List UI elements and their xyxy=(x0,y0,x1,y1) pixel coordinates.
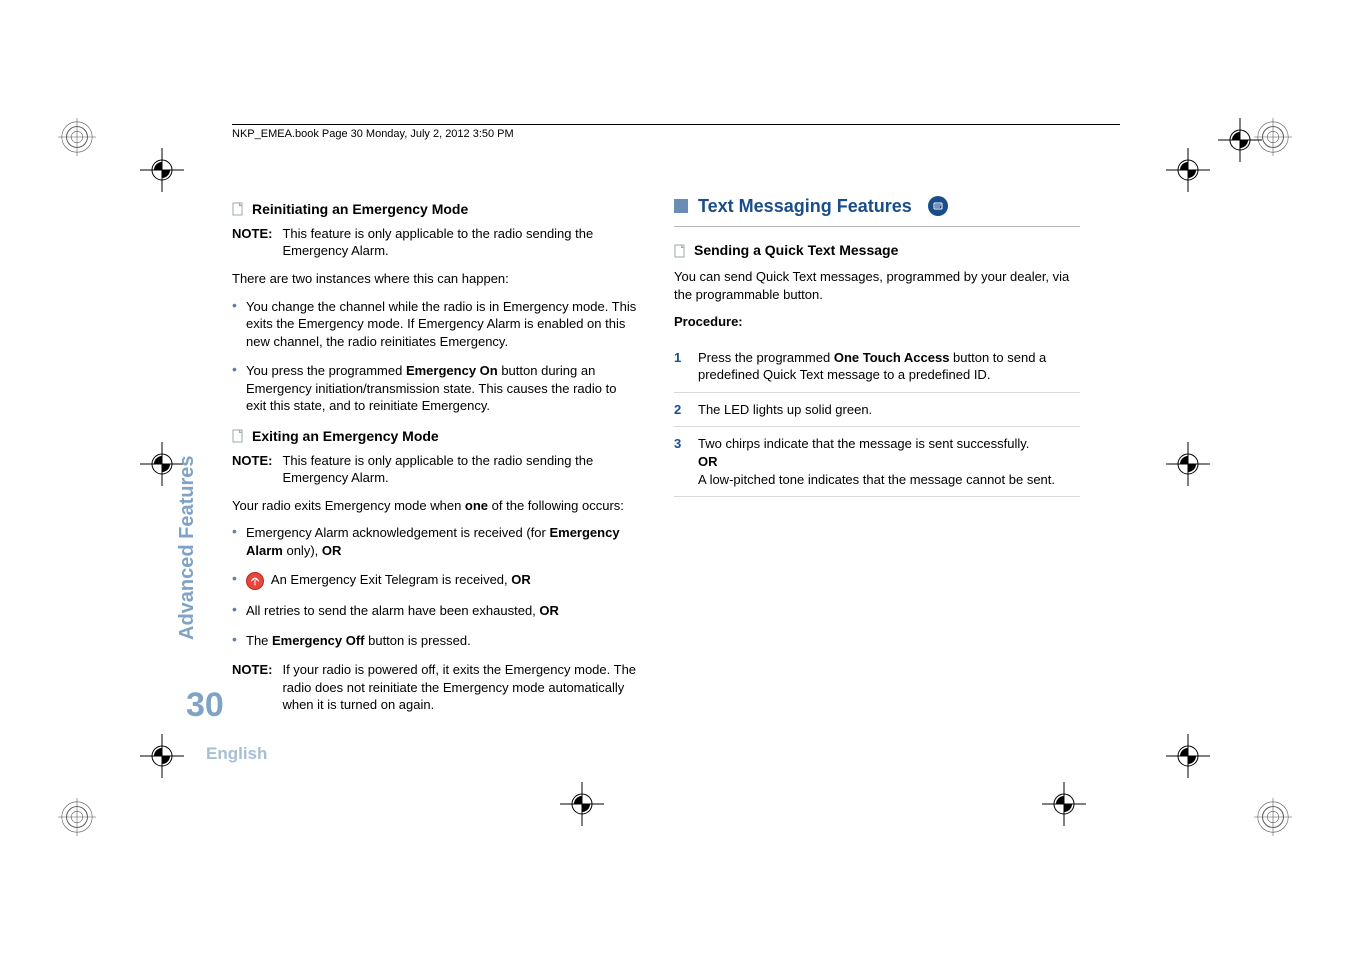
procedure-label: Procedure: xyxy=(674,313,1080,331)
subheading: Reinitiating an Emergency Mode xyxy=(252,200,468,219)
rule xyxy=(674,226,1080,227)
note-label: NOTE: xyxy=(232,452,272,487)
step-number: 1 xyxy=(674,349,688,384)
paragraph: Your radio exits Emergency mode when one… xyxy=(232,497,638,515)
list-item: You press the programmed Emergency On bu… xyxy=(232,362,638,415)
bold-text: Emergency Off xyxy=(272,633,364,648)
bold-text: OR xyxy=(511,572,531,587)
bold-text: Procedure: xyxy=(674,314,743,329)
text: Press the programmed xyxy=(698,350,834,365)
right-column: Text Messaging Features Sending a Quick … xyxy=(674,194,1080,724)
subheading: Sending a Quick Text Message xyxy=(694,241,898,260)
bold-text: One Touch Access xyxy=(834,350,950,365)
crosshair-icon xyxy=(560,782,604,826)
crosshair-icon xyxy=(1218,118,1262,162)
antenna-icon xyxy=(246,572,264,590)
step-item: 2 The LED lights up solid green. xyxy=(674,393,1080,428)
note-label: NOTE: xyxy=(232,661,272,714)
note: NOTE: This feature is only applicable to… xyxy=(232,452,638,487)
document-icon xyxy=(232,429,244,443)
crosshair-icon xyxy=(140,734,184,778)
bullet-list: Emergency Alarm acknowledgement is recei… xyxy=(232,524,638,649)
crosshair-icon xyxy=(140,148,184,192)
text: button is pressed. xyxy=(365,633,471,648)
crosshair-icon xyxy=(1042,782,1086,826)
paragraph: There are two instances where this can h… xyxy=(232,270,638,288)
text: An Emergency Exit Telegram is received, xyxy=(268,572,511,587)
list-item: Emergency Alarm acknowledgement is recei… xyxy=(232,524,638,559)
note: NOTE: This feature is only applicable to… xyxy=(232,225,638,260)
document-icon xyxy=(674,244,686,258)
bold-text: OR xyxy=(539,603,559,618)
step-number: 3 xyxy=(674,435,688,488)
bold-text: OR xyxy=(322,543,342,558)
step-number: 2 xyxy=(674,401,688,419)
bullet-list: You change the channel while the radio i… xyxy=(232,298,638,415)
text: Two chirps indicate that the message is … xyxy=(698,436,1029,451)
bold-text: one xyxy=(465,498,488,513)
text: A low-pitched tone indicates that the me… xyxy=(698,472,1055,487)
header-rule xyxy=(232,124,1120,125)
registration-mark-icon xyxy=(1254,798,1292,836)
paragraph: You can send Quick Text messages, progra… xyxy=(674,268,1080,303)
note: NOTE: If your radio is powered off, it e… xyxy=(232,661,638,714)
note-text: This feature is only applicable to the r… xyxy=(282,225,638,260)
section-heading: Text Messaging Features xyxy=(698,194,912,218)
crosshair-icon xyxy=(1166,734,1210,778)
text: of the following occurs: xyxy=(488,498,624,513)
list-item: An Emergency Exit Telegram is received, … xyxy=(232,571,638,590)
text: Your radio exits Emergency mode when xyxy=(232,498,465,513)
note-label: NOTE: xyxy=(232,225,272,260)
registration-mark-icon xyxy=(58,118,96,156)
text: The xyxy=(246,633,272,648)
subheading: Exiting an Emergency Mode xyxy=(252,427,439,446)
text: All retries to send the alarm have been … xyxy=(246,603,539,618)
document-icon xyxy=(232,202,244,216)
square-bullet-icon xyxy=(674,199,688,213)
text: You press the programmed xyxy=(246,363,406,378)
step-item: 3 Two chirps indicate that the message i… xyxy=(674,427,1080,497)
header-text: NKP_EMEA.book Page 30 Monday, July 2, 20… xyxy=(232,128,514,140)
list-item: All retries to send the alarm have been … xyxy=(232,602,638,620)
registration-mark-icon xyxy=(58,798,96,836)
text: only), xyxy=(283,543,322,558)
bold-text: Emergency On xyxy=(406,363,498,378)
note-text: If your radio is powered off, it exits t… xyxy=(282,661,638,714)
step-text: The LED lights up solid green. xyxy=(698,401,1080,419)
page-number: 30 xyxy=(186,686,224,725)
list-item: The Emergency Off button is pressed. xyxy=(232,632,638,650)
step-text: Two chirps indicate that the message is … xyxy=(698,435,1080,488)
note-text: This feature is only applicable to the r… xyxy=(282,452,638,487)
language-label: English xyxy=(206,744,267,764)
left-column: Reinitiating an Emergency Mode NOTE: Thi… xyxy=(232,194,638,724)
crosshair-icon xyxy=(1166,148,1210,192)
list-item: You change the channel while the radio i… xyxy=(232,298,638,351)
side-label: Advanced Features xyxy=(176,455,199,640)
crosshair-icon xyxy=(1166,442,1210,486)
step-item: 1 Press the programmed One Touch Access … xyxy=(674,341,1080,393)
steps-list: 1 Press the programmed One Touch Access … xyxy=(674,341,1080,497)
step-text: Press the programmed One Touch Access bu… xyxy=(698,349,1080,384)
section-heading-row: Text Messaging Features xyxy=(674,194,1080,218)
bold-text: OR xyxy=(698,454,718,469)
message-icon xyxy=(928,196,948,216)
text: Emergency Alarm acknowledgement is recei… xyxy=(246,525,549,540)
